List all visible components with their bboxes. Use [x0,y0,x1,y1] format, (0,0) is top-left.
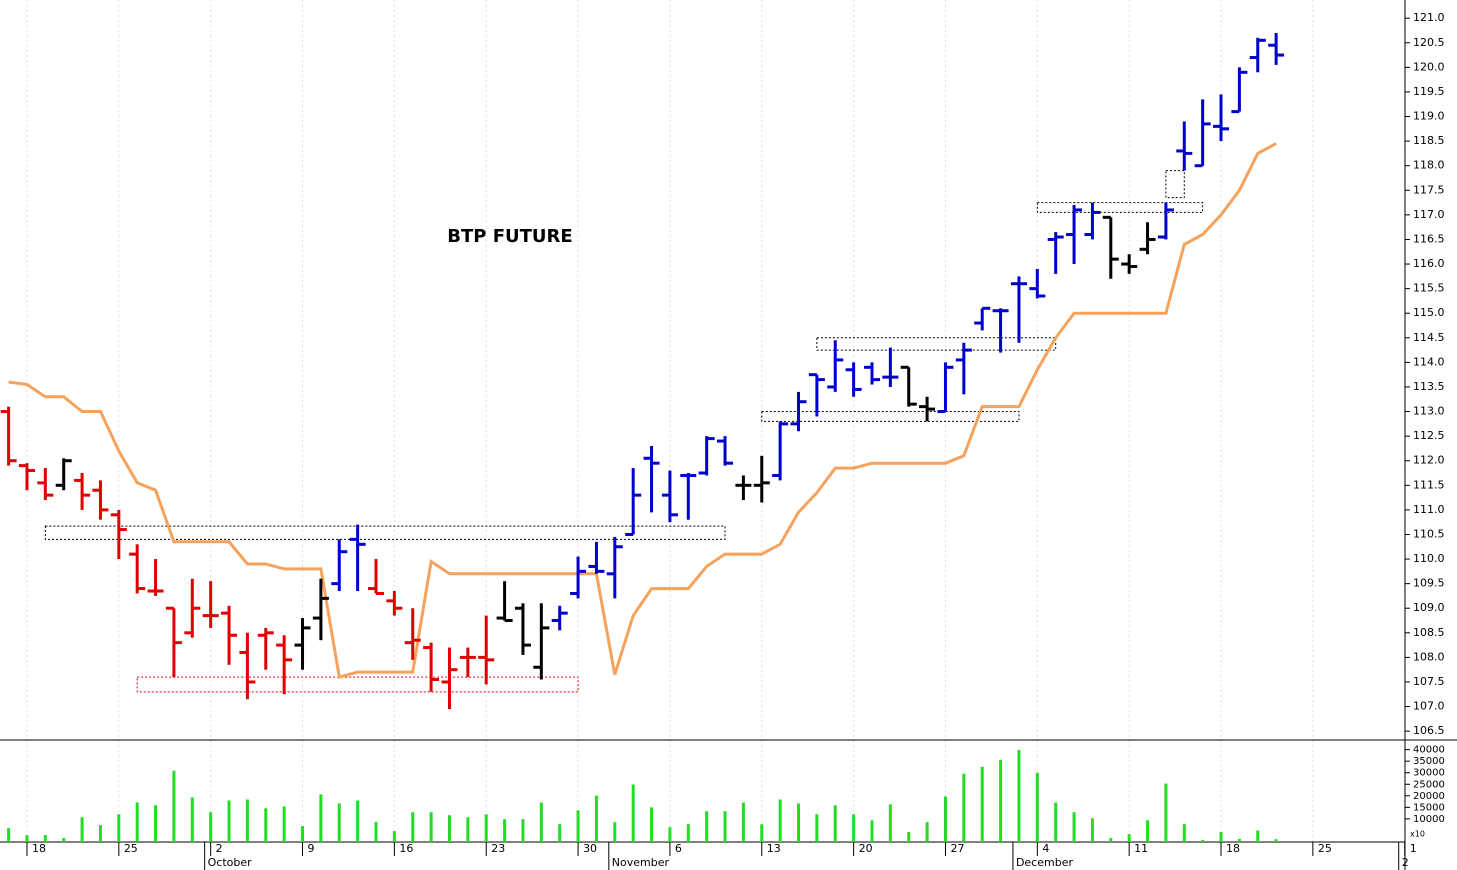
y-tick-label: 112.5 [1413,429,1445,442]
y-tick-label: 109.0 [1413,601,1445,614]
y-tick-label: 117.0 [1413,208,1445,221]
x-tick-label: 4 [1042,842,1049,855]
y-tick-label: 112.0 [1413,454,1445,467]
x-tick-label: 1 [1410,842,1417,855]
volume-tick-label: 25000 [1413,779,1445,790]
y-tick-label: 113.5 [1413,380,1445,393]
volume-tick-label: 15000 [1413,802,1445,813]
y-tick-label: 107.0 [1413,700,1445,713]
month-label: December [1016,856,1074,869]
x-tick-label: 18 [32,842,46,855]
y-tick-label: 118.5 [1413,134,1445,147]
x-tick-label: 23 [491,842,505,855]
x-tick-label: 25 [1318,842,1332,855]
y-tick-label: 115.5 [1413,282,1445,295]
volume-tick-label: 20000 [1413,791,1445,802]
zone-box [44,525,726,540]
x-tick-label: 9 [308,842,315,855]
y-tick-label: 108.0 [1413,650,1445,663]
y-tick-label: 121.0 [1413,11,1445,24]
stop-line [8,142,1277,679]
y-tick-label: 115.0 [1413,306,1445,319]
y-tick-label: 111.0 [1413,503,1445,516]
y-tick-label: 108.5 [1413,626,1445,639]
x-tick-label: 6 [675,842,682,855]
volume-note: x10 [1410,830,1425,839]
y-tick-label: 118.0 [1413,159,1445,172]
zone-box [761,411,1020,422]
y-tick-label: 109.5 [1413,577,1445,590]
x-tick-label: 2 [216,842,223,855]
y-tick-label: 106.5 [1413,724,1445,737]
y-tick-label: 107.5 [1413,675,1445,688]
y-tick-label: 120.0 [1413,60,1445,73]
zone-box [1165,170,1185,199]
y-tick-label: 114.5 [1413,331,1445,344]
y-tick-label: 119.5 [1413,85,1445,98]
y-tick-label: 110.5 [1413,527,1445,540]
month-label: November [612,856,670,869]
x-tick-label: 25 [124,842,138,855]
y-tick-label: 116.5 [1413,232,1445,245]
month-label: 2 [1402,856,1409,869]
zone-box [136,676,579,693]
x-tick-label: 30 [583,842,597,855]
x-tick-label: 11 [1134,842,1148,855]
volume-tick-label: 10000 [1413,814,1445,825]
y-tick-label: 119.0 [1413,110,1445,123]
zone-box [1036,202,1204,213]
x-tick-label: 18 [1226,842,1240,855]
chart-title: BTP FUTURE [447,226,572,247]
volume-tick-label: 30000 [1413,768,1445,779]
x-tick-label: 13 [767,842,781,855]
y-tick-label: 117.5 [1413,183,1445,196]
y-tick-label: 120.5 [1413,36,1445,49]
volume-tick-label: 35000 [1413,756,1445,767]
x-tick-label: 20 [859,842,873,855]
x-tick-label: 16 [399,842,413,855]
volume-tick-label: 40000 [1413,745,1445,756]
y-tick-label: 113.0 [1413,405,1445,418]
y-tick-label: 111.5 [1413,478,1445,491]
y-tick-label: 116.0 [1413,257,1445,270]
y-tick-label: 114.0 [1413,355,1445,368]
grid [26,0,1406,842]
x-tick-label: 27 [950,842,964,855]
month-label: October [208,856,252,869]
y-tick-label: 110.0 [1413,552,1445,565]
zone-box [816,337,1057,351]
